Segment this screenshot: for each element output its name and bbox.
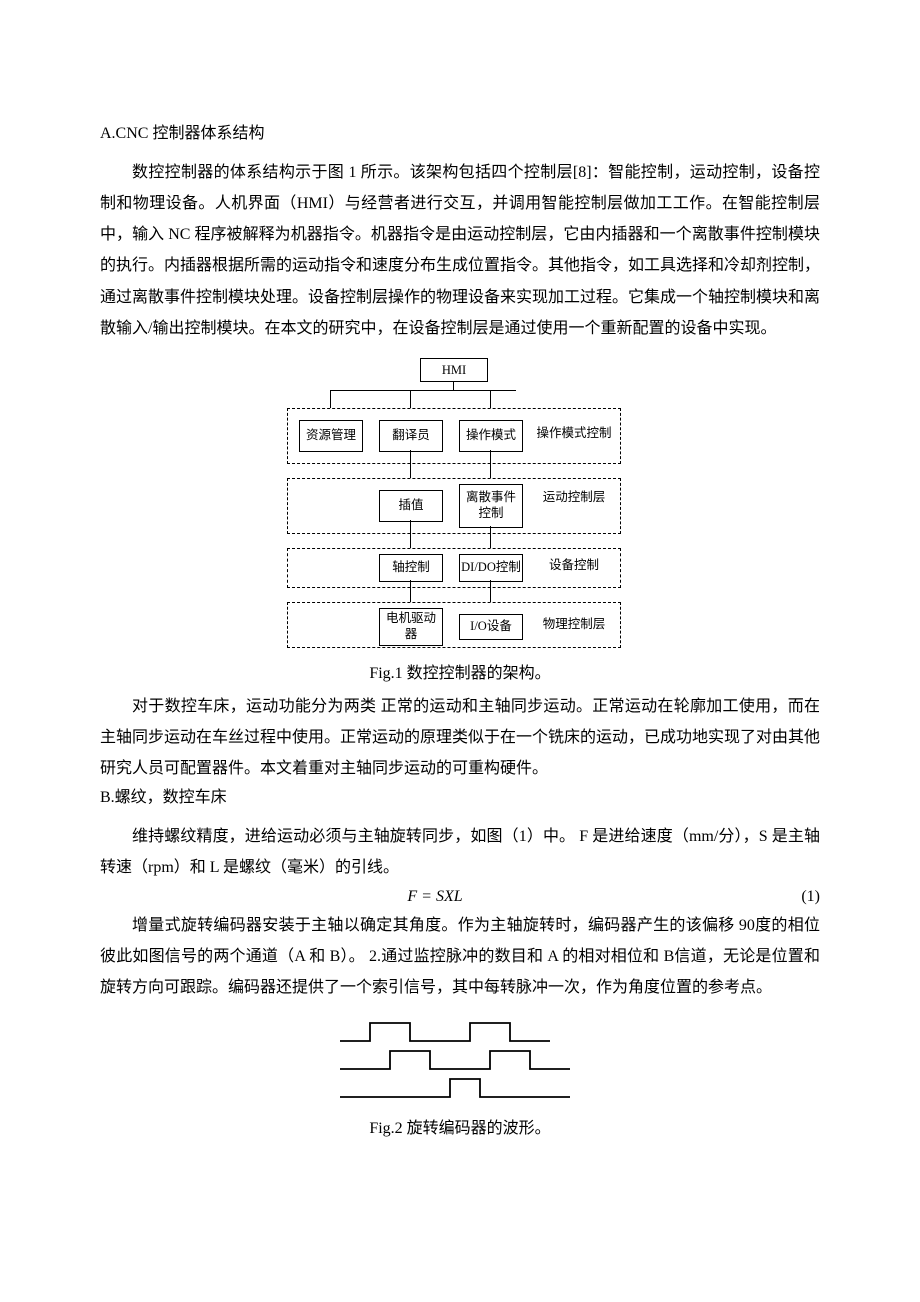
diagram1-l2-b2: 离散事件控制 [459,484,523,528]
equation-row: F = SXL (1) [100,888,820,906]
section-b-heading: B.螺纹，数控车床 [100,784,820,813]
section-b-para1: 维持螺纹精度，进给运动必须与主轴旋转同步，如图（1）中。 F 是进给速度（mm/… [100,821,820,883]
diagram1-l1-b2: 翻译员 [379,420,443,452]
diagram1-l4-label: 物理控制层 [533,608,615,642]
figure-2-diagram [100,1017,820,1108]
diagram1-l4-b2: I/O设备 [459,614,523,640]
figure-1-diagram: HMI 资源管理 翻译员 操作模式 操作模式控制 插值 离散事 [100,358,820,653]
section-a-heading: A.CNC 控制器体系结构 [100,120,820,149]
diagram1-l3-b2: DI/DO控制 [459,554,523,582]
diagram1-l1-b3: 操作模式 [459,420,523,452]
section-a-para1: 数控控制器的体系结构示于图 1 所示。该架构包括四个控制层[8]：智能控制，运动… [100,157,820,344]
diagram1-l3-b1: 轴控制 [379,554,443,582]
equation-text: F = SXL [100,888,770,906]
figure-2-caption: Fig.2 旋转编码器的波形。 [100,1114,820,1138]
diagram1-l4-b1: 电机驱动器 [379,608,443,646]
diagram1-l3-label: 设备控制 [533,554,615,578]
para-after-eq: 增量式旋转编码器安装于主轴以确定其角度。作为主轴旋转时，编码器产生的该偏移 90… [100,910,820,1004]
diagram1-l1-label: 操作模式控制 [533,414,615,454]
diagram1-hmi-box: HMI [420,358,488,382]
equation-number: (1) [770,888,820,906]
figure-1-caption: Fig.1 数控控制器的架构。 [100,659,820,683]
diagram1-l2-label: 运动控制层 [533,484,615,512]
diagram1-l2-b1: 插值 [379,490,443,522]
para-after-fig1: 对于数控车床，运动功能分为两类 正常的运动和主轴同步运动。正常运动在轮廓加工使用… [100,691,820,785]
diagram1-l1-b1: 资源管理 [299,420,363,452]
